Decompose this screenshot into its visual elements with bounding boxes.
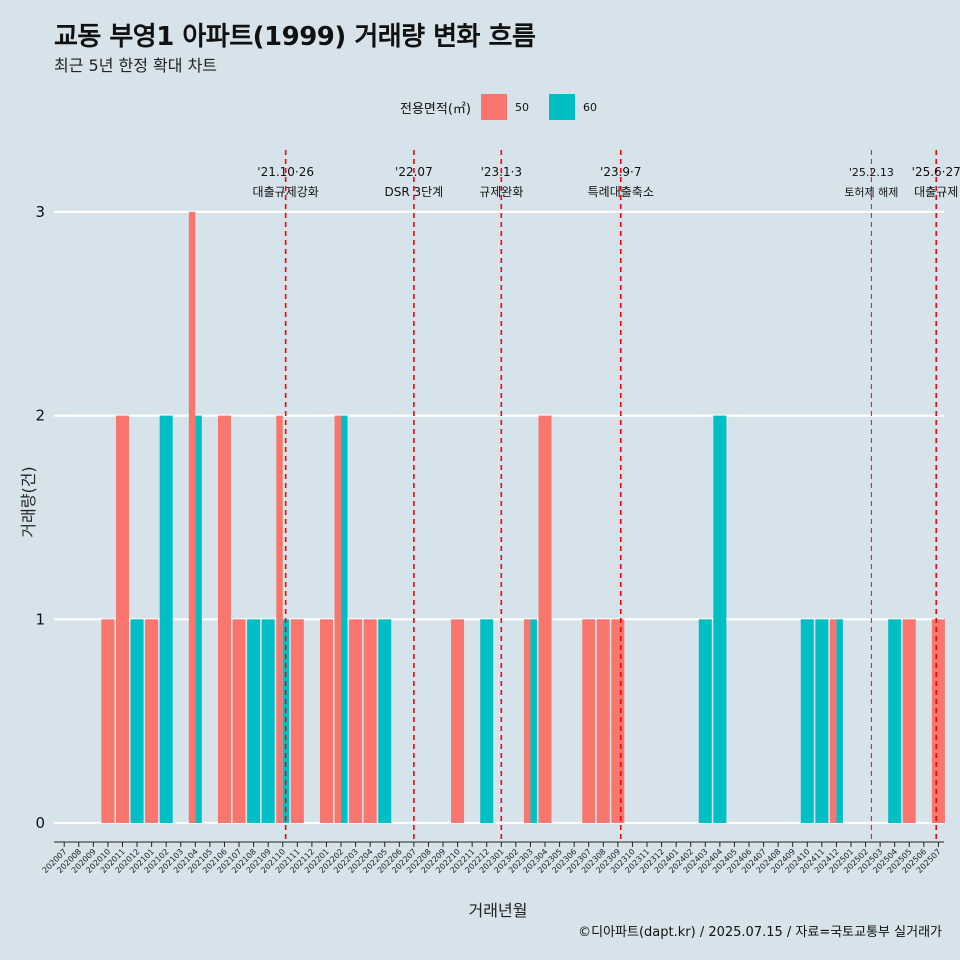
legend-label-50: 50 xyxy=(514,100,529,114)
bar-50 xyxy=(611,619,625,823)
y-tick-label: 1 xyxy=(35,610,45,628)
bar-50 xyxy=(538,415,552,823)
bar-50 xyxy=(188,211,196,823)
event-date: '22.07 xyxy=(395,165,433,179)
bar-50 xyxy=(523,619,531,823)
bar-60 xyxy=(698,619,712,823)
bar-50 xyxy=(582,619,596,823)
bars xyxy=(101,211,945,823)
bar-50 xyxy=(276,415,283,823)
event-label: 토허제 해제 xyxy=(844,185,898,199)
bar-60 xyxy=(836,619,843,823)
bar-50 xyxy=(931,619,945,823)
legend-title: 전용면적(㎡) xyxy=(400,101,471,117)
event-label: 특례대출축소 xyxy=(588,185,654,199)
y-tick-label: 0 xyxy=(35,814,45,832)
bar-50 xyxy=(319,619,333,823)
x-axis-title: 거래년월 xyxy=(469,901,528,920)
bar-60 xyxy=(800,619,814,823)
bar-60 xyxy=(341,415,348,823)
bar-60 xyxy=(480,619,494,823)
bar-50 xyxy=(596,619,610,823)
bar-60 xyxy=(713,415,727,823)
chart-subtitle: 최근 5년 한정 확대 차트 xyxy=(54,56,218,75)
event-label: DSR 3단계 xyxy=(385,185,444,199)
bar-50 xyxy=(829,619,837,823)
bar-60 xyxy=(247,619,261,823)
event-label: 규제완화 xyxy=(479,185,523,199)
y-axis: 0 1 2 3 xyxy=(35,203,45,832)
legend-swatch-60 xyxy=(548,94,575,120)
legend-label-60: 60 xyxy=(582,100,597,114)
bar-50 xyxy=(145,619,159,823)
bar-50 xyxy=(334,415,342,823)
event-date: '25.6·27 xyxy=(912,165,960,179)
gridlines xyxy=(54,210,944,825)
y-axis-title: 거래량(건) xyxy=(19,466,38,537)
legend-swatch-50 xyxy=(480,94,507,120)
source-caption: ©디아파트(dapt.kr) / 2025.07.15 / 자료=국토교통부 실… xyxy=(578,925,942,940)
bar-60 xyxy=(815,619,829,823)
event-label: 대출규제 xyxy=(914,185,958,199)
bar-50 xyxy=(290,619,304,823)
bar-50 xyxy=(115,415,129,823)
bar-60 xyxy=(530,619,537,823)
x-axis: 2020072020082020092020102020112020122021… xyxy=(41,841,944,875)
bar-60 xyxy=(378,619,392,823)
event-label: 대출규제강화 xyxy=(253,185,319,199)
bar-60 xyxy=(261,619,275,823)
chart-title: 교동 부영1 아파트(1999) 거래량 변화 흐름 xyxy=(54,22,536,52)
bar-50 xyxy=(232,619,246,823)
y-tick-label: 2 xyxy=(35,407,45,425)
y-tick-label: 3 xyxy=(35,203,45,221)
bar-60 xyxy=(159,415,173,823)
bar-50 xyxy=(217,415,231,823)
bar-50 xyxy=(451,619,465,823)
bar-50 xyxy=(349,619,363,823)
bar-60 xyxy=(130,619,144,823)
bar-60 xyxy=(888,619,902,823)
bar-60 xyxy=(195,415,202,823)
bar-50 xyxy=(101,619,115,823)
event-date: '25.2.13 xyxy=(849,166,894,179)
event-date: '21.10·26 xyxy=(257,165,314,179)
bar-50 xyxy=(902,619,916,823)
bar-50 xyxy=(363,619,377,823)
event-annotations: '21.10·26 대출규제강화 '22.07 DSR 3단계 '23.1·3 규제완화 '… xyxy=(253,150,960,842)
event-date: '23.9·7 xyxy=(600,165,641,179)
event-date: '23.1·3 xyxy=(481,165,522,179)
legend: 전용면적(㎡) 50 60 xyxy=(400,93,617,121)
